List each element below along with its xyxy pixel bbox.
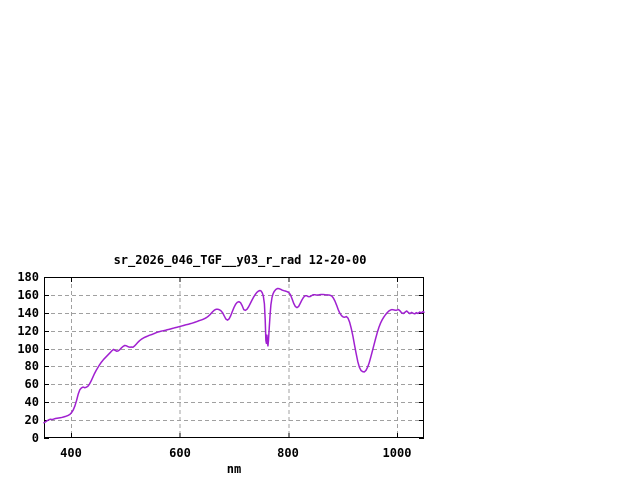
y-tick-label: 120	[17, 324, 39, 338]
x-tick-label: 400	[60, 446, 82, 460]
x-tick-label: 1000	[382, 446, 412, 460]
y-tick-label: 160	[17, 288, 39, 302]
chart-title: sr_2026_046_TGF__y03_r_rad 12-20-00	[113, 253, 367, 267]
y-tick-label: 20	[24, 413, 39, 427]
x-tick-label: 600	[169, 446, 191, 460]
x-tick-label: 800	[277, 446, 299, 460]
y-tick-label: 60	[24, 377, 39, 391]
y-tick-label: 40	[24, 395, 39, 409]
y-tick-label: 180	[17, 270, 39, 284]
y-tick-label: 0	[31, 431, 39, 445]
spectrum-line	[43, 287, 425, 424]
y-tick-label: 100	[17, 342, 39, 356]
y-tick-label: 140	[17, 306, 39, 320]
x-axis-label: nm	[226, 462, 242, 476]
y-tick-label: 80	[24, 359, 39, 373]
plot-border	[44, 277, 424, 438]
